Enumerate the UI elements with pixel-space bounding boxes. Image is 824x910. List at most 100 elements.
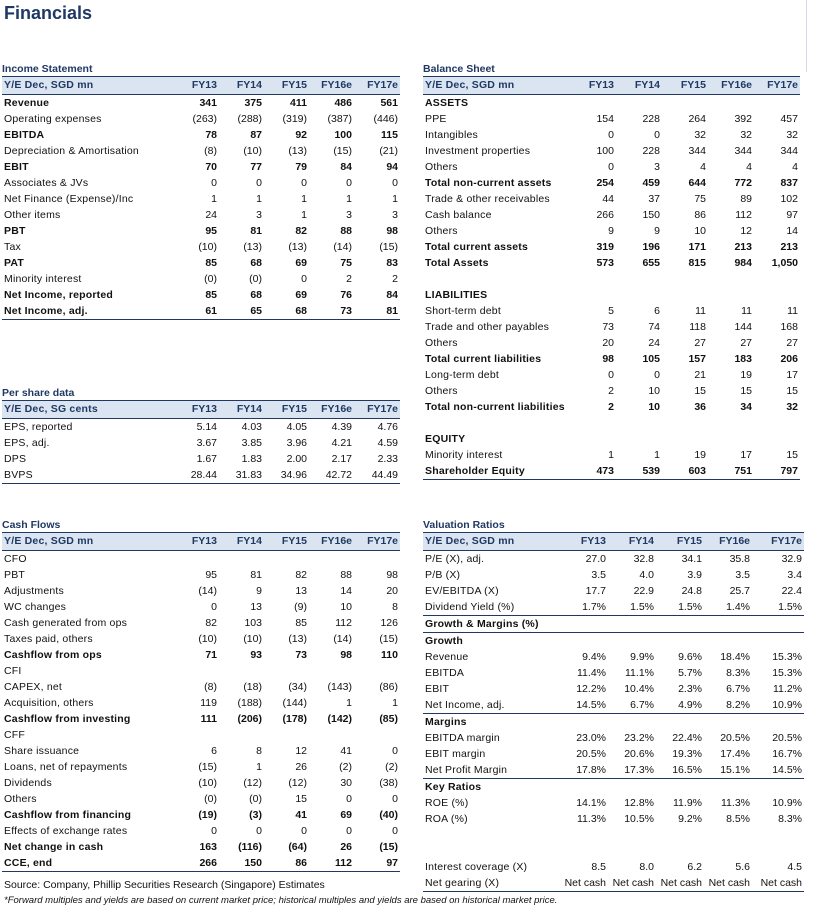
row-value xyxy=(570,287,616,303)
row-value: 12.2% xyxy=(576,683,606,695)
row-value: 0 xyxy=(211,601,217,613)
row-label: EBIT margin xyxy=(425,748,486,760)
row-value: Net cash xyxy=(562,875,608,892)
row-value: (288) xyxy=(237,113,262,125)
row-value: 10.9% xyxy=(772,797,802,809)
row-label: PBT xyxy=(4,569,26,581)
header-period: FY17e xyxy=(354,532,400,551)
header-period: FY13 xyxy=(174,400,219,419)
row-value: 341 xyxy=(199,97,217,109)
row-label: PBT xyxy=(4,225,26,237)
row-value xyxy=(704,615,752,633)
row-value xyxy=(754,95,800,112)
row-value: Net cash xyxy=(704,875,752,892)
row-label: Investment properties xyxy=(425,145,531,157)
row-value: 772 xyxy=(734,177,752,189)
row-value: 17.4% xyxy=(720,748,750,760)
row-value: 8.0 xyxy=(639,861,654,873)
row-value: 9.2% xyxy=(678,813,702,825)
row-value: 9.9% xyxy=(630,651,654,663)
row-value: 83 xyxy=(386,257,398,269)
row-label: EBITDA xyxy=(425,667,465,679)
row-label: Trade & other receivables xyxy=(425,193,550,205)
row-value: 14.5% xyxy=(576,699,606,711)
table-row: EBITDA margin 23.0% 23.2% 22.4% 20.5% 20.5% xyxy=(423,730,804,746)
table-row: Taxes paid, others (10) (10) (13) (14) (15) xyxy=(2,631,400,647)
row-value xyxy=(662,415,708,431)
row-value: 95 xyxy=(205,569,217,581)
row-value: (2) xyxy=(385,761,398,773)
header-period: FY16e xyxy=(708,76,754,95)
header-label: Y/E Dec, SGD mn xyxy=(423,532,562,551)
row-value: 22.4% xyxy=(672,732,702,744)
row-label: P/B (X) xyxy=(425,569,461,581)
row-value xyxy=(608,843,656,859)
header-period: FY15 xyxy=(264,532,309,551)
row-value xyxy=(354,727,400,743)
row-value: (9) xyxy=(294,601,307,613)
table-row: Operating expenses (263) (288) (319) (387) (4… xyxy=(2,111,400,127)
table-row: Others 2 10 15 15 15 xyxy=(423,383,800,399)
row-value: 10 xyxy=(648,385,660,397)
row-label xyxy=(423,271,570,287)
row-label: Other items xyxy=(4,209,61,221)
row-value: 213 xyxy=(780,241,798,253)
row-value: 163 xyxy=(199,841,217,853)
row-value xyxy=(616,415,662,431)
row-value: 150 xyxy=(642,209,660,221)
row-value: 32.8 xyxy=(633,553,654,565)
row-label: Revenue xyxy=(425,651,469,663)
row-label: Net Income, adj. xyxy=(425,699,505,711)
row-value: 70 xyxy=(205,161,217,173)
table-row: Others (0) (0) 15 0 0 xyxy=(2,791,400,807)
row-value: 14 xyxy=(340,585,352,597)
row-value: 86 xyxy=(264,855,309,872)
row-value: 1 xyxy=(654,449,660,461)
row-value: (14) xyxy=(198,585,217,597)
row-value: 22.4 xyxy=(781,585,802,597)
row-value: 73 xyxy=(295,649,307,661)
row-value: 1 xyxy=(256,761,262,773)
row-value xyxy=(656,632,704,649)
row-value: 8 xyxy=(392,601,398,613)
row-value: 98 xyxy=(340,649,352,661)
row-value: 457 xyxy=(780,113,798,125)
row-value: 20.5% xyxy=(772,732,802,744)
section-title: Valuation Ratios xyxy=(423,519,505,531)
row-value xyxy=(562,713,608,730)
row-value: 6.2 xyxy=(687,861,702,873)
table-row: BVPS 28.44 31.83 34.96 42.72 44.49 xyxy=(2,467,400,484)
row-value: 35.8 xyxy=(729,553,750,565)
row-value: 17 xyxy=(786,369,798,381)
table-row: Trade and other payables 73 74 118 144 168 xyxy=(423,319,800,335)
row-value: 837 xyxy=(780,177,798,189)
table-row: Trade & other receivables 44 37 75 89 102 xyxy=(423,191,800,207)
row-value: (13) xyxy=(288,633,307,645)
row-value: (10) xyxy=(198,241,217,253)
row-label: Dividends xyxy=(4,777,52,789)
row-value: 4.5 xyxy=(787,861,802,873)
table-row: Intangibles 0 0 32 32 32 xyxy=(423,127,800,143)
row-value: 27 xyxy=(740,337,752,349)
row-value: (206) xyxy=(237,713,262,725)
row-value: 20 xyxy=(602,337,614,349)
row-value: 8.3% xyxy=(778,813,802,825)
row-value: 77 xyxy=(250,161,262,173)
header-label: Y/E Dec, SGD mn xyxy=(2,532,174,551)
row-value: 44 xyxy=(602,193,614,205)
table-row: Growth xyxy=(423,632,804,649)
table-row: Adjustments (14) 9 13 14 20 xyxy=(2,583,400,599)
table-row: EBIT 70 77 79 84 94 xyxy=(2,159,400,175)
table-row: Short-term debt 5 6 11 11 11 xyxy=(423,303,800,319)
header-period: FY13 xyxy=(562,532,608,551)
table-row: Net Profit Margin 17.8% 17.3% 16.5% 15.1% 14.… xyxy=(423,762,804,779)
row-label: PPE xyxy=(425,113,447,125)
row-value xyxy=(174,727,219,743)
row-value xyxy=(309,727,354,743)
row-value: (15) xyxy=(379,241,398,253)
divider xyxy=(806,0,807,72)
row-value xyxy=(708,95,754,112)
row-value: 9 xyxy=(608,225,614,237)
row-value: (14) xyxy=(333,633,352,645)
row-value: 655 xyxy=(642,257,660,269)
